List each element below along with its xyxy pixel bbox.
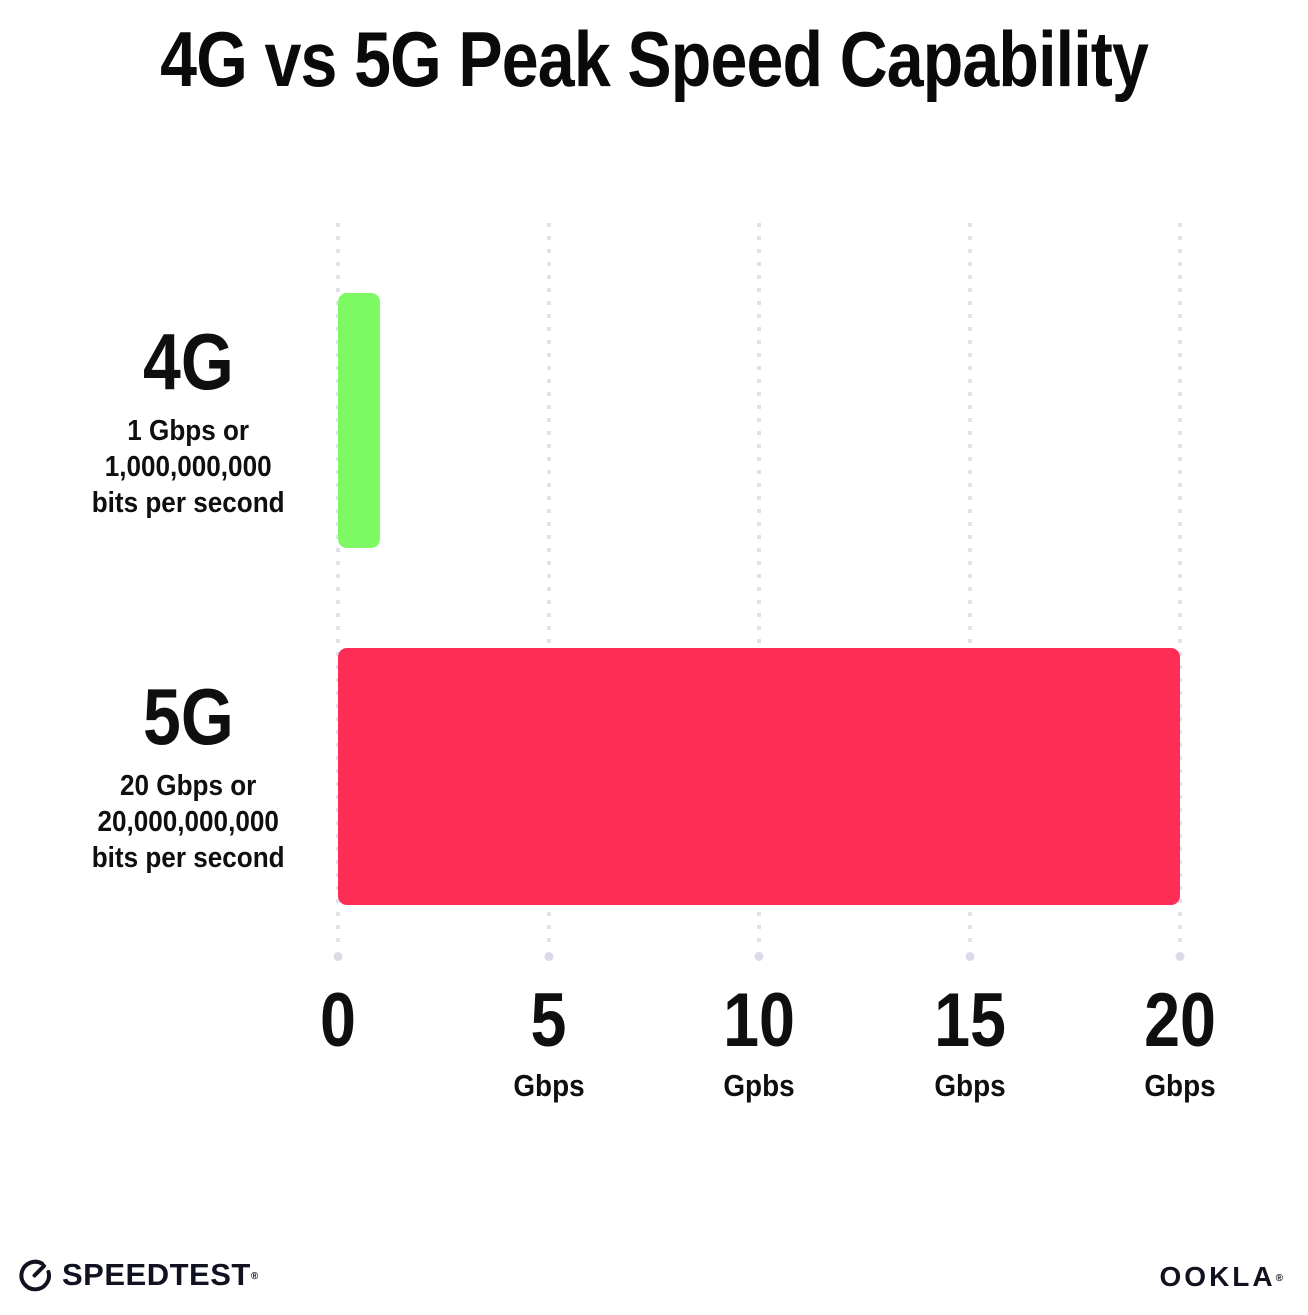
gridline-20	[1178, 223, 1182, 963]
row-label-5g-subline-1: 20 Gbps or	[119, 770, 257, 802]
ookla-trademark: ®	[1275, 1273, 1286, 1284]
gridline-15	[967, 223, 972, 963]
row-label-5g-subline-3: bits per second	[91, 842, 285, 874]
plot-area	[336, 223, 1182, 963]
chart-title-text: 4G vs 5G Peak Speed Capability	[160, 15, 1149, 103]
x-tick-10: 10 Gpbs	[717, 983, 802, 1104]
speedtest-logo: SPEEDTEST®	[16, 1256, 259, 1299]
speedtest-gauge-icon	[16, 1256, 54, 1299]
x-tick-10-unit: Gpbs	[723, 1068, 795, 1103]
x-tick-10-value: 10	[723, 978, 795, 1063]
x-tick-15-value: 15	[933, 978, 1006, 1063]
x-tick-5: 5 Gbps	[509, 983, 588, 1104]
bar-5g	[338, 648, 1180, 905]
x-tick-15: 15 Gbps	[927, 983, 1012, 1104]
speedtest-wordmark: SPEEDTEST®	[62, 1256, 259, 1292]
x-tick-20: 20 Gbps	[1138, 983, 1223, 1104]
x-tick-5-value: 5	[530, 978, 567, 1063]
ookla-wordmark: OOKLA	[1159, 1261, 1276, 1292]
x-tick-5-unit: Gbps	[512, 1068, 585, 1103]
row-label-4g-subline-1: 1 Gbps or	[127, 415, 249, 447]
row-label-4g-subline-3: bits per second	[91, 487, 285, 519]
row-label-5g-subtext: 20 Gbps or 20,000,000,000 bits per secon…	[92, 768, 285, 876]
x-tick-0: 0	[317, 983, 359, 1068]
speedtest-trademark: ®	[250, 1270, 259, 1282]
x-tick-20-unit: Gbps	[1144, 1068, 1216, 1103]
x-tick-15-unit: Gbps	[933, 1068, 1006, 1103]
row-label-5g: 5G 20 Gbps or 20,000,000,000 bits per se…	[28, 677, 348, 876]
x-axis: 0 5 Gbps 10 Gpbs 15 Gbps 20 Gbps	[320, 983, 1216, 1113]
gridline-10	[757, 223, 761, 963]
bar-4g	[338, 293, 381, 548]
row-label-4g-title: 4G	[142, 317, 234, 406]
gridline-0	[336, 223, 340, 963]
ookla-logo: OOKLA®	[1160, 1260, 1286, 1294]
footer: SPEEDTEST® OOKLA®	[16, 1255, 1286, 1299]
row-label-4g-subline-2: 1,000,000,000	[104, 451, 272, 483]
row-label-5g-subline-2: 20,000,000,000	[97, 806, 279, 838]
row-label-4g-subtext: 1 Gbps or 1,000,000,000 bits per second	[92, 413, 285, 521]
x-tick-0-value: 0	[320, 978, 356, 1063]
row-label-4g: 4G 1 Gbps or 1,000,000,000 bits per seco…	[28, 322, 348, 521]
gridline-5	[546, 223, 551, 963]
x-tick-20-value: 20	[1144, 978, 1216, 1063]
row-label-5g-title: 5G	[142, 672, 234, 761]
chart-title: 4G vs 5G Peak Speed Capability	[0, 14, 1308, 105]
